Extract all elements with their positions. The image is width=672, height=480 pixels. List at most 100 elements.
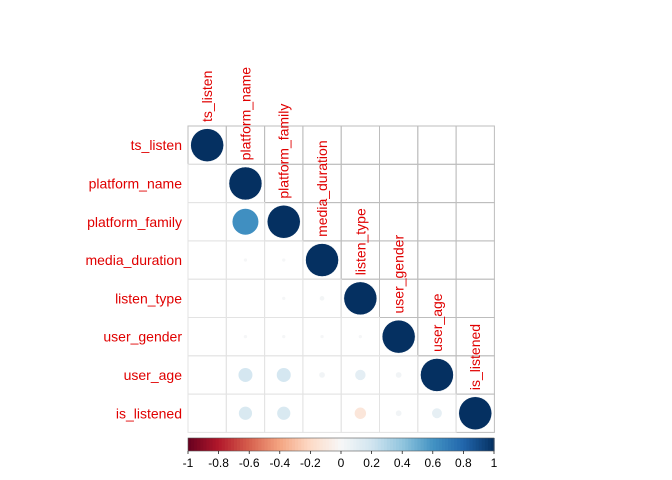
colorbar-segment [460,438,464,451]
colorbar-segment [227,438,232,451]
col-label-listen_type: listen_type [352,208,368,275]
colorbar-segment [188,438,192,451]
colorbar-segment [383,438,388,451]
colorbar-segment [230,438,235,451]
colorbar-segment [270,438,275,451]
corr-circle-is_listened-user_gender [395,410,402,417]
label-layer: ts_listen platform_name platform_familymed… [85,67,483,422]
colorbar-segment [316,438,321,451]
colorbar-segment [243,438,247,451]
colorbar-segment [432,438,437,451]
colorbar-segment [380,438,385,451]
colorbar-segment [359,438,364,451]
colorbar-segment [426,438,431,451]
colorbar-segment [438,438,443,451]
grid-layer [187,125,495,433]
colorbar-tick-label: -0.6 [239,456,260,470]
colorbar-segment [414,438,419,451]
colorbar-segment [304,438,308,451]
corr-circle-user_age-user_age [420,358,454,392]
colorbar-segment [273,438,278,451]
corr-circle-listen_type-media_duration [319,296,325,301]
colorbar-segment [191,438,195,451]
colorbar-segment [334,438,339,451]
colorbar-segment [389,438,394,451]
grid-cell [188,164,226,202]
colorbar-segment [322,438,327,451]
colorbar-tick-label: -0.8 [208,456,229,470]
grid-cell [417,125,457,165]
colorbar-segment [279,438,284,451]
grid-cell [303,394,341,432]
colorbar-segment [218,438,223,451]
row-label-listen_type: listen_type [115,290,182,306]
colorbar-segment [197,438,201,451]
colorbar-segment [236,438,241,451]
colorbar-segment [463,438,468,451]
col-label-ts_listen: ts_listen [199,71,215,122]
grid-cell [455,125,495,165]
grid-cell [455,240,495,280]
row-label-ts_listen: ts_listen [131,137,182,153]
colorbar-segment [365,438,370,451]
row-label-media_duration: media_duration [85,252,182,268]
corr-circle-media_duration-platform_name [243,258,248,262]
colorbar-segment [399,438,403,451]
colorbar-segment [301,438,305,451]
colorbar-segment [200,438,204,451]
colorbar-segment [261,438,266,451]
colorbar-segment [445,438,449,451]
colorbar-segment [337,438,342,451]
colorbar-segment [393,438,397,451]
corr-circle-platform_family-platform_family [267,205,301,239]
corr-circle-user_age-user_gender [395,372,402,378]
grid-cell-lower [187,240,227,280]
colorbar-segment [356,438,360,451]
colorbar-segment [478,438,483,451]
colorbar-segment [475,438,480,451]
colorbar-segment [454,438,458,451]
col-label-platform_family: platform_family [276,104,292,199]
colorbar-segment [457,438,461,451]
grid-cell-lower [225,278,266,319]
row-label-platform_family: platform_family [87,214,182,230]
corr-circle-user_age-media_duration [319,372,325,378]
corr-circle-user_gender-platform_family [282,335,286,339]
colorbar-tick-label: 0.6 [424,456,441,470]
row-label-platform_name: platform_name [89,175,183,191]
corr-circle-listen_type-platform_family [282,296,286,300]
grid-cell-lower [187,202,227,242]
colorbar-segment [481,438,486,451]
colorbar-tick-label: -0.2 [300,456,321,470]
col-label-is_listened: is_listened [467,324,483,390]
grid-cell [188,241,226,279]
colorbar-segment [417,438,422,451]
colorbar-segment [402,438,406,451]
colorbar-segment [233,438,238,451]
col-label-platform_name: platform_name [237,67,253,161]
grid-cell-lower [417,393,457,433]
colorbar-segment [285,438,290,451]
colorbar-segment [206,438,211,451]
colorbar-segment [276,438,281,451]
corr-circle-is_listened-user_age [432,408,442,419]
grid-cell [188,279,226,317]
colorbar-segment [328,438,333,451]
colorbar-segment [249,438,253,451]
colorbar-segment [362,438,367,451]
colorbar-segment [255,438,259,451]
grid-cell-lower [187,393,227,433]
colorbar-segment [411,438,416,451]
colorbar: -1 -0.8 -0.6 -0.4 -0.2 0 0.2 0.4 0.6 0.8 1 [183,437,498,470]
colorbar-tick-label: 0.8 [455,456,472,470]
colorbar-segment [292,438,296,451]
colorbar-tick-label: -1 [183,456,194,470]
colorbar-tick-label: 0 [338,456,345,470]
corr-circle-user_age-platform_name [238,367,253,382]
grid-cell [417,202,457,242]
colorbar-segment [472,438,477,451]
colorbar-segment [484,438,489,451]
colorbar-segment [310,438,315,451]
grid-cell [417,240,457,280]
grid-cell [188,203,226,241]
